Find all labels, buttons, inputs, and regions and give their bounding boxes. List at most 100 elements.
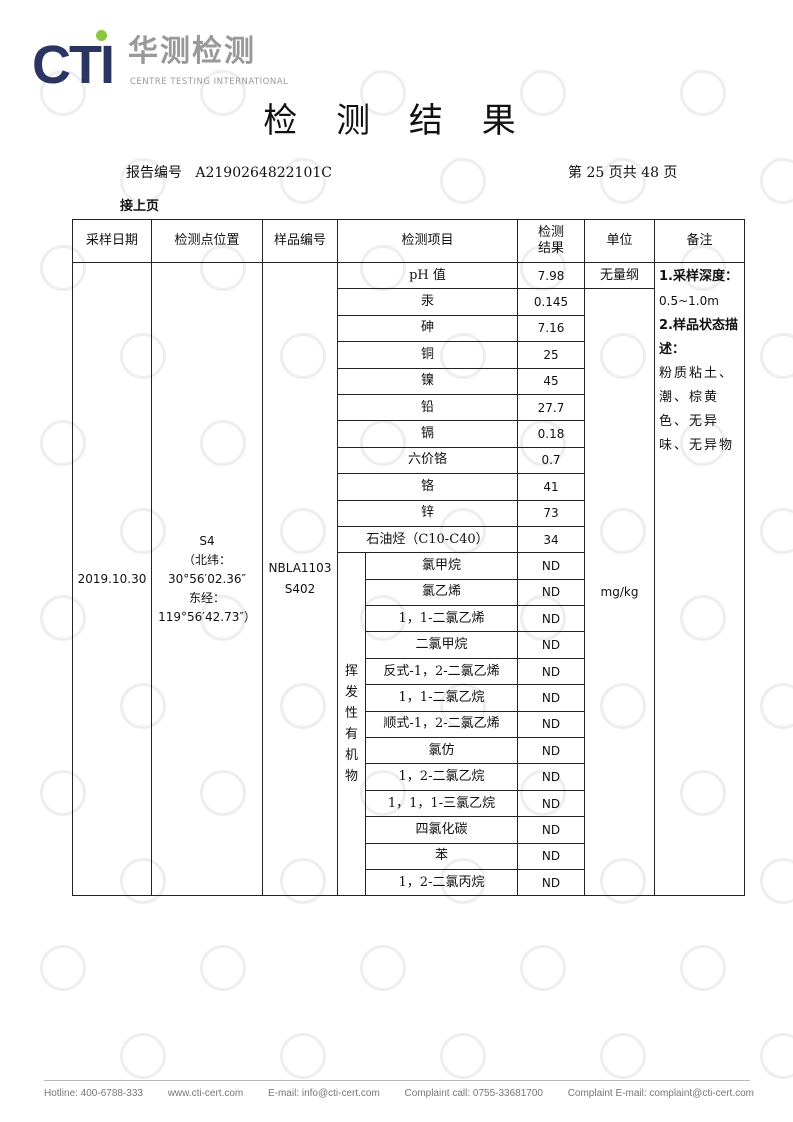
continued-label: 接上页 (120, 199, 160, 214)
unit-mgkg: mg/kg (584, 288, 655, 897)
voc-item-result: ND (517, 763, 585, 791)
watermark-icon (760, 858, 793, 904)
table-row: 挥发性有机物 氯甲烷 ND (73, 552, 745, 897)
voc-item-result: ND (517, 789, 585, 818)
voc-item-result: ND (517, 737, 585, 765)
table-row: 汞 0.145 mg/kg (73, 288, 745, 897)
voc-item-name: 1，1-二氯乙烯 (365, 605, 518, 633)
watermark-icon (40, 945, 86, 991)
table-row: 1，2-二氯丙烷 ND (73, 868, 745, 897)
table-row: 顺式-1，2-二氯乙烯 ND (73, 710, 745, 739)
item-result: 27.7 (517, 393, 585, 422)
footer-divider (44, 1080, 750, 1081)
item-name: 六价铬 (337, 446, 518, 475)
table-row: 2019.10.30 S4 （北纬： 30°56′02.36″ 东经： 119°56′42… (72, 261, 745, 897)
item-name: 铬 (337, 473, 518, 501)
table-row: 氯仿 ND (73, 737, 745, 765)
footer-complaint-email[interactable]: Complaint E-mail: complaint@cti-cert.com (567, 1088, 754, 1099)
voc-item-result: ND (517, 842, 585, 870)
watermark-icon (760, 508, 793, 554)
table-row: 1，1，1-三氯乙烷 ND (73, 789, 745, 818)
logo-dot (96, 30, 107, 41)
watermark-icon (760, 158, 793, 204)
watermark-icon (440, 1033, 486, 1079)
header-result: 检测结果 (517, 219, 585, 263)
results-table: 采样日期 检测点位置 样品编号 检测项目 检测结果 单位 备注 2019.10.… (72, 219, 745, 897)
sample-no-line: S402 (284, 582, 316, 597)
item-result: 45 (517, 367, 585, 395)
voc-item-name: 氯甲烷 (365, 552, 518, 580)
voc-item-name: 氯乙烯 (365, 578, 518, 607)
item-name: pH 值 (337, 261, 518, 290)
item-result: 7.98 (517, 261, 585, 290)
location-line: 30°56′02.36″ (167, 571, 247, 586)
voc-item-name: 1，1-二氯乙烷 (365, 684, 518, 712)
table-row: 铅 27.7 (73, 393, 745, 422)
voc-item-result: ND (517, 605, 585, 633)
voc-item-name: 苯 (365, 842, 518, 870)
watermark-icon (760, 1033, 793, 1079)
report-no-value: A2190264822101C (195, 165, 332, 181)
table-row: 反式-1，2-二氯乙烯 ND (73, 657, 745, 686)
header-item: 检测项目 (337, 219, 518, 263)
voc-item-result: ND (517, 710, 585, 739)
footer-hotline: Hotline: 400-6788-333 (44, 1088, 143, 1099)
table-row: 铬 41 (73, 473, 745, 501)
voc-item-name: 1，2-二氯丙烷 (365, 868, 518, 897)
item-name: 砷 (337, 314, 518, 343)
watermark-icon (40, 70, 86, 116)
report-number: 报告编号 A2190264822101C (126, 164, 332, 182)
item-name: 锌 (337, 499, 518, 527)
watermark-icon (760, 333, 793, 379)
sample-number: NBLA1103 S402 (262, 261, 338, 897)
page-info: 第 25 页共 48 页 (568, 165, 678, 181)
watermark-icon (280, 158, 326, 204)
table-row: 镉 0.18 (73, 420, 745, 448)
location-line: S4 (199, 533, 215, 548)
logo-brand: CTI (32, 35, 115, 95)
watermark-icon (440, 158, 486, 204)
header-sample-no: 样品编号 (262, 219, 338, 263)
voc-item-name: 1，2-二氯乙烷 (365, 763, 518, 791)
item-result: 73 (517, 499, 585, 527)
item-name: 铜 (337, 341, 518, 369)
item-name: 铅 (337, 393, 518, 422)
watermark-icon (680, 70, 726, 116)
voc-item-result: ND (517, 657, 585, 686)
depth-label: 1.采样深度： (659, 269, 738, 284)
table-row: 六价铬 0.7 (73, 446, 745, 475)
watermark-icon (120, 1033, 166, 1079)
footer-complaint-call: Complaint call: 0755-33681700 (404, 1088, 543, 1099)
table-row: 二氯甲烷 ND (73, 631, 745, 659)
watermark-icon (520, 945, 566, 991)
voc-group-label: 挥发性有机物 (337, 552, 366, 897)
watermark-icon (600, 158, 646, 204)
watermark-icon (200, 945, 246, 991)
watermark-icon (760, 683, 793, 729)
location-line: 东经： (188, 590, 225, 605)
voc-item-name: 二氯甲烷 (365, 631, 518, 659)
voc-item-name: 氯仿 (365, 737, 518, 765)
table-row: 四氯化碳 ND (73, 816, 745, 844)
sample-no-line: NBLA1103 (268, 561, 332, 576)
table-row: 1，2-二氯乙烷 ND (73, 763, 745, 791)
watermark-icon (520, 70, 566, 116)
depth-value: 0.5~1.0m (659, 294, 719, 308)
table-row: 1，1-二氯乙烯 ND (73, 605, 745, 633)
footer: Hotline: 400-6788-333 www.cti-cert.com E… (44, 1087, 754, 1100)
header-location: 检测点位置 (151, 219, 263, 263)
item-name: 镉 (337, 420, 518, 448)
remark-cell: 1.采样深度： 0.5~1.0m 2.样品状态描述： 粉质粘土、潮、棕黄色、无异味、无… (654, 261, 745, 897)
location-line: 119°56′42.73″） (158, 609, 256, 624)
voc-item-name: 1，1，1-三氯乙烷 (365, 789, 518, 818)
voc-item-result: ND (517, 684, 585, 712)
item-result: 0.18 (517, 420, 585, 448)
footer-website[interactable]: www.cti-cert.com (167, 1088, 244, 1099)
footer-email[interactable]: E-mail: info@cti-cert.com (267, 1088, 380, 1099)
voc-item-result: ND (517, 631, 585, 659)
watermark-icon (360, 70, 406, 116)
item-result: 34 (517, 525, 585, 554)
header-remark: 备注 (654, 219, 745, 263)
item-name: 镍 (337, 367, 518, 395)
report-no-label: 报告编号 (126, 165, 182, 181)
